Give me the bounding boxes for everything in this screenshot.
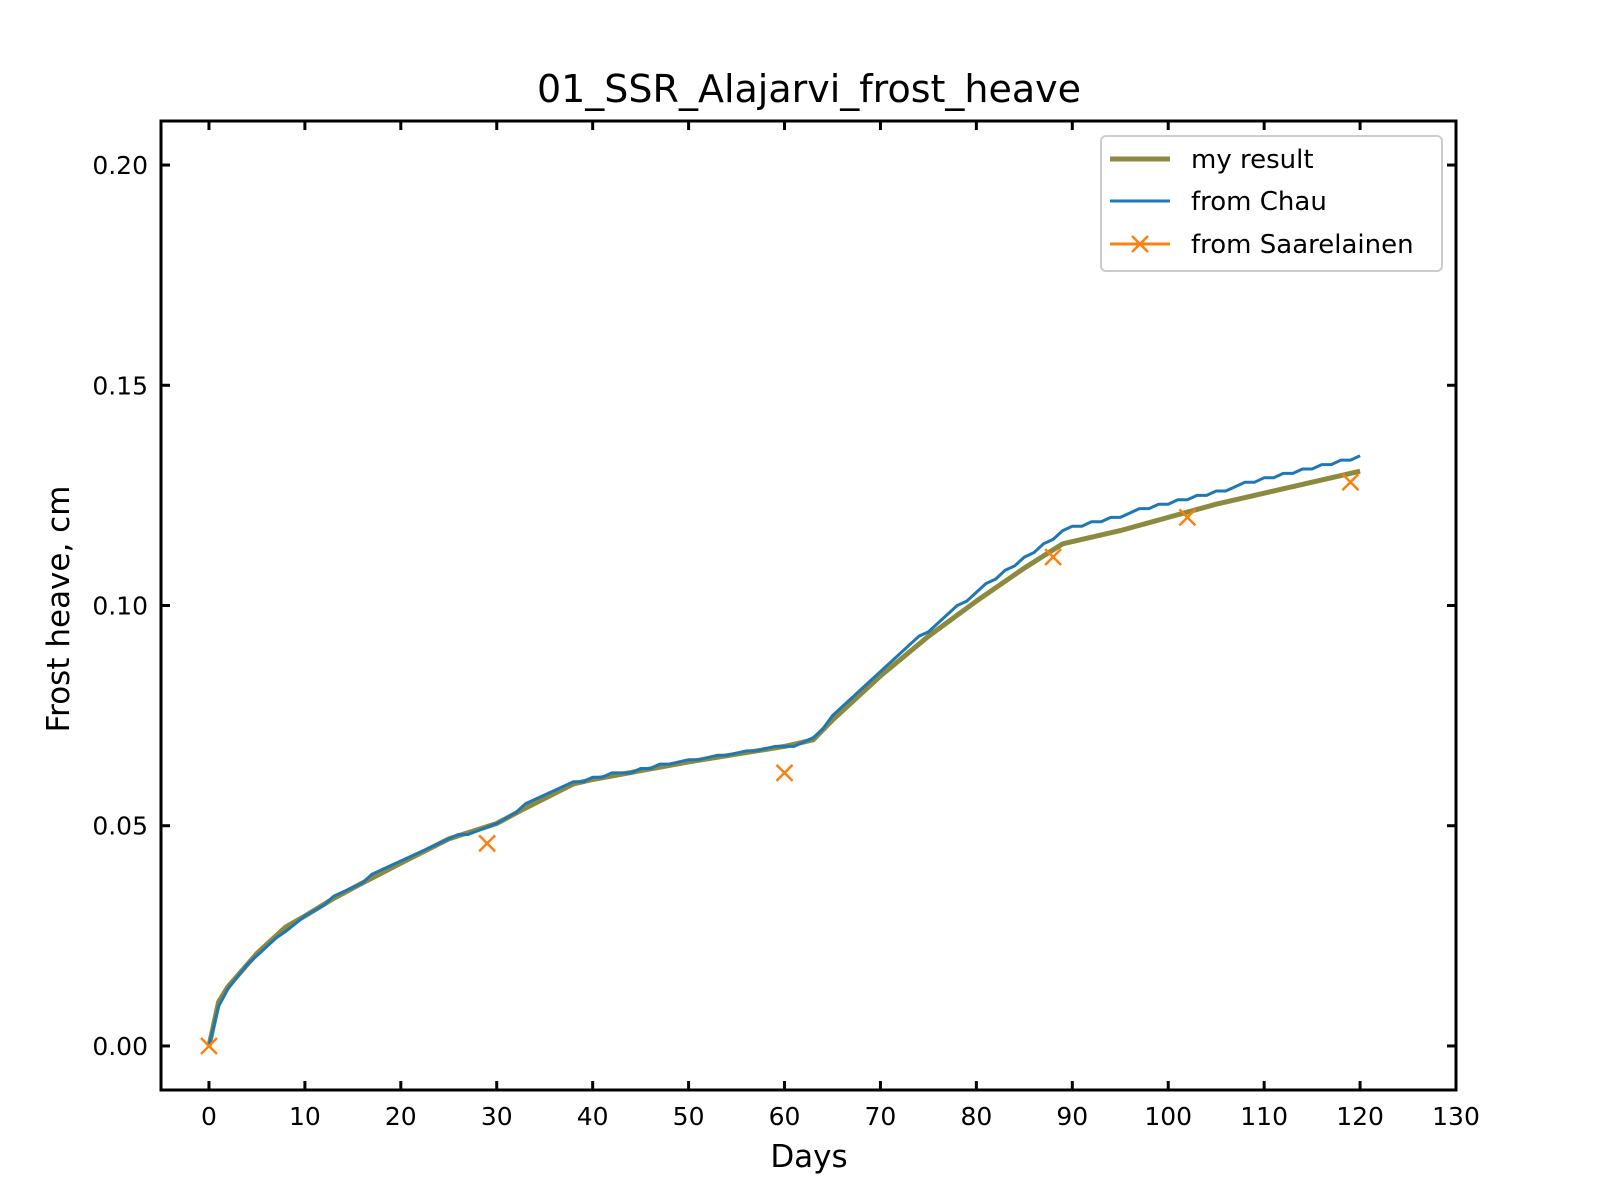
series-layer (200, 454, 1361, 1055)
ticks-layer: 0 10 20 30 40 50 60 70 80 90 100 110 120 130 0.00 0.05 0… (92, 121, 1480, 1131)
data-point-from-saarelainen (200, 1037, 218, 1055)
x-tick-label: 50 (673, 1102, 705, 1131)
y-tick-label: 0.00 (92, 1032, 148, 1061)
x-axis-title: Days (770, 1139, 847, 1175)
x-tick-label: 70 (865, 1102, 897, 1131)
x-tick-label: 80 (960, 1102, 992, 1131)
x-tick-label: 60 (769, 1102, 801, 1131)
x-tick-label: 0 (201, 1102, 217, 1131)
x-tick-label: 120 (1336, 1102, 1384, 1131)
legend-box (1100, 135, 1443, 272)
data-point-from-saarelainen (1044, 548, 1062, 566)
x-tick-label: 10 (289, 1102, 321, 1131)
legend-label-from-saarelainen: from Saarelainen (1191, 230, 1414, 260)
x-tick-label: 90 (1056, 1102, 1088, 1131)
y-tick-label: 0.20 (92, 151, 148, 180)
data-point-from-saarelainen (1341, 473, 1360, 492)
chart-title: 01_SSR_Alajarvi_frost_heave (537, 67, 1081, 111)
data-point-from-saarelainen (1178, 508, 1197, 527)
legend-label-my-result: my result (1191, 145, 1314, 175)
data-point-from-saarelainen (478, 834, 497, 853)
y-axis-title: Frost heave, cm (41, 486, 77, 733)
x-tick-label: 130 (1432, 1102, 1480, 1131)
data-point-from-saarelainen (775, 763, 794, 782)
legend-marker-from-saarelainen (1131, 235, 1149, 253)
x-tick-label: 40 (577, 1102, 609, 1131)
series-line-my-result (206, 468, 1361, 1047)
plot-frame (159, 119, 1458, 1092)
x-tick-label: 110 (1240, 1102, 1288, 1131)
y-tick-label: 0.15 (92, 371, 148, 400)
series-line-from-chau (207, 454, 1361, 1047)
legend: my result from Chau from Saarelainen (1100, 135, 1443, 272)
legend-label-from-chau: from Chau (1191, 187, 1327, 217)
x-tick-label: 100 (1144, 1102, 1192, 1131)
y-tick-label: 0.05 (92, 812, 148, 841)
y-tick-label: 0.10 (92, 592, 148, 621)
x-tick-label: 20 (385, 1102, 417, 1131)
x-tick-label: 30 (481, 1102, 513, 1131)
